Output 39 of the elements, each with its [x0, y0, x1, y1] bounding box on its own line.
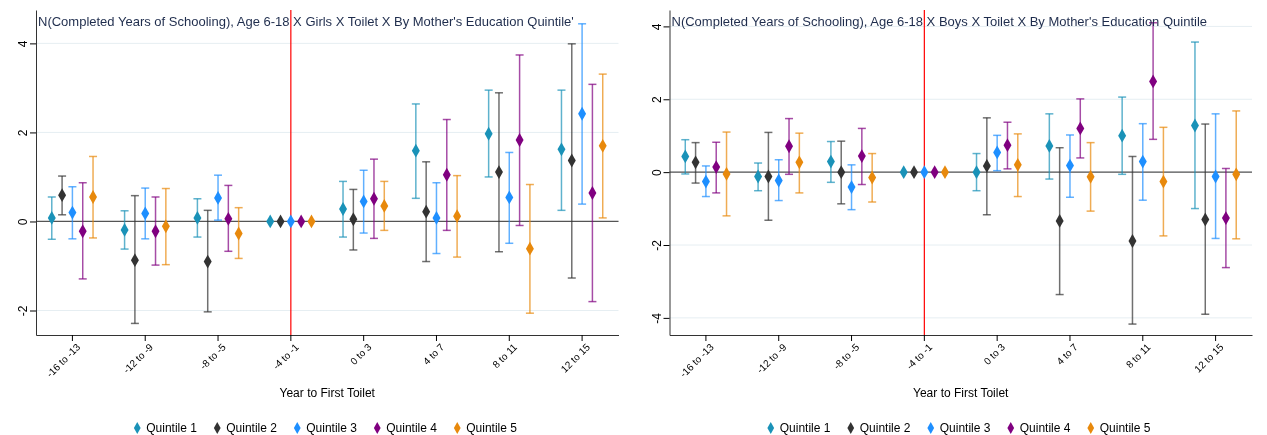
y-tick-label: -4 [649, 312, 664, 324]
y-tick-label: 4 [16, 40, 30, 48]
chart-title: N(Completed Years of Schooling), Age 6-18 X Boys X Toilet X By Mother's Education Quintile [671, 14, 1208, 29]
legend-label: Quintile 5 [1099, 421, 1151, 435]
x-tick-label: -12 to -9 [754, 341, 789, 376]
legend-label: Quintile 3 [939, 421, 991, 435]
legend-label: Quintile 5 [466, 421, 518, 435]
y-tick-label: -2 [16, 305, 30, 317]
x-tick-label: 0 to 3 [981, 341, 1008, 367]
x-tick-label: 4 to 7 [1054, 341, 1081, 367]
x-tick-label: -16 to -13 [44, 341, 83, 380]
x-tick-label: 8 to 11 [1123, 341, 1153, 371]
y-tick-label: -2 [649, 239, 664, 251]
y-tick-label: 0 [16, 218, 30, 226]
x-tick-label: 0 to 3 [348, 341, 374, 367]
y-tick-label: 0 [649, 168, 664, 176]
x-tick-label: 12 to 15 [558, 341, 593, 375]
legend-label: Quintile 1 [779, 421, 831, 435]
x-tick-label: -16 to -13 [677, 341, 717, 380]
legend-label: Quintile 4 [1019, 421, 1071, 435]
x-tick-label: 8 to 11 [490, 341, 520, 371]
legend-label: Quintile 2 [226, 421, 278, 435]
chart-title: N(Completed Years of Schooling), Age 6-18 X Girls X Toilet X By Mother's Education Quintile' [38, 14, 574, 29]
x-tick-label: -4 to -1 [904, 341, 935, 372]
legend-label: Quintile 4 [386, 421, 438, 435]
x-tick-label: 12 to 15 [1192, 341, 1226, 375]
y-tick-label: 2 [649, 96, 664, 104]
y-tick-label: 2 [16, 129, 30, 137]
y-tick-label: 4 [649, 23, 664, 31]
x-axis-title: Year to First Toilet [279, 386, 376, 400]
x-axis-title: Year to First Toilet [913, 386, 1010, 400]
x-tick-label: -8 to -5 [831, 341, 862, 372]
legend-label: Quintile 2 [859, 421, 911, 435]
x-tick-label: -12 to -9 [121, 341, 156, 376]
x-tick-label: 4 to 7 [420, 341, 447, 367]
legend-label: Quintile 1 [146, 421, 198, 435]
x-tick-label: -4 to -1 [270, 341, 302, 372]
x-tick-label: -8 to -5 [197, 341, 229, 372]
legend-label: Quintile 3 [306, 421, 358, 435]
